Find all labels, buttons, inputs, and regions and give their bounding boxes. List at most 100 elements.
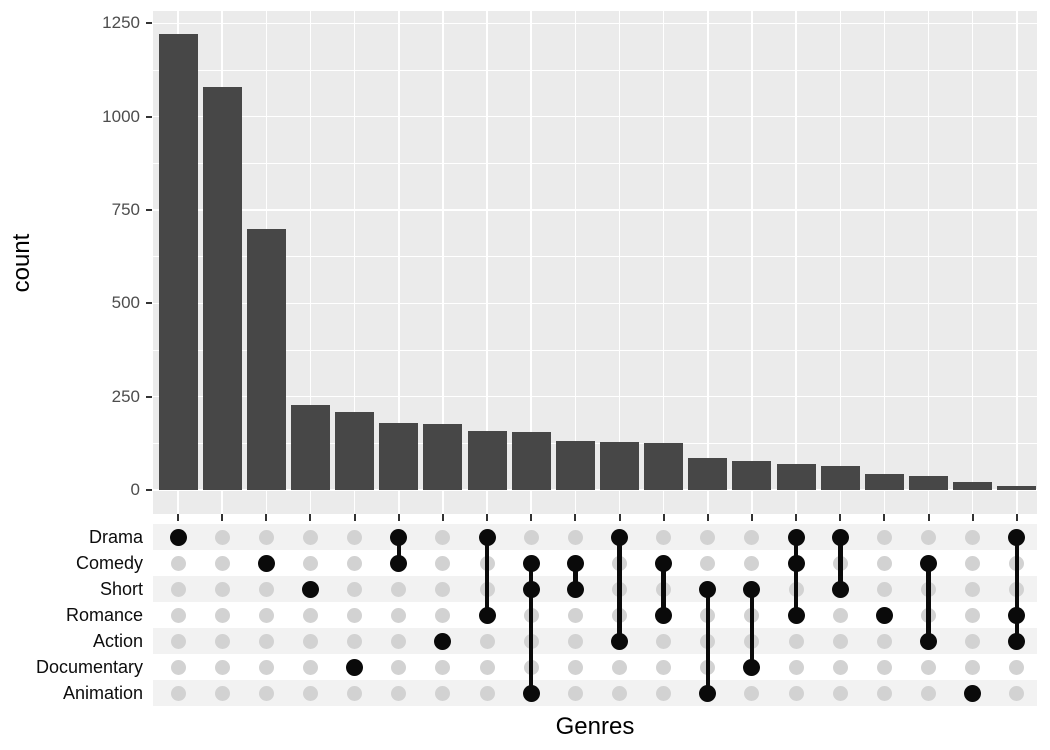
- vertical-gridline: [883, 11, 886, 514]
- matrix-dot-empty: [435, 529, 451, 545]
- x-tick-mark: [353, 514, 356, 521]
- matrix-dot-filled: [875, 606, 893, 624]
- matrix-dot-empty: [302, 555, 318, 571]
- matrix-dot-empty: [258, 633, 274, 649]
- set-label: Romance: [65, 605, 143, 625]
- minor-gridline: [153, 256, 1037, 258]
- matrix-dot-empty: [700, 529, 716, 545]
- y-tick-label: 500: [111, 293, 140, 313]
- bar: [688, 457, 728, 490]
- matrix-dot-empty: [258, 581, 274, 597]
- matrix-dot-filled: [1008, 632, 1026, 650]
- x-tick-mark: [927, 514, 930, 521]
- matrix-dot-empty: [921, 659, 937, 675]
- matrix-dot-empty: [391, 659, 407, 675]
- matrix-dot-empty: [347, 685, 363, 701]
- matrix-dot-filled: [1008, 528, 1026, 546]
- x-tick-mark: [265, 514, 268, 521]
- matrix-dot-empty: [965, 581, 981, 597]
- matrix-dot-filled: [831, 528, 849, 546]
- x-tick-mark: [574, 514, 577, 521]
- matrix-dot-empty: [214, 633, 230, 649]
- matrix-dot-filled: [699, 684, 717, 702]
- matrix-dot-empty: [170, 607, 186, 623]
- matrix-dot-filled: [964, 684, 982, 702]
- major-gridline: [153, 22, 1037, 25]
- matrix-dot-empty: [788, 685, 804, 701]
- vertical-gridline: [309, 11, 312, 514]
- matrix-dot-empty: [965, 607, 981, 623]
- matrix-dot-empty: [876, 555, 892, 571]
- matrix-dot-empty: [435, 659, 451, 675]
- matrix-dot-empty: [170, 555, 186, 571]
- matrix-dot-filled: [390, 528, 408, 546]
- x-tick-mark: [883, 514, 886, 521]
- matrix-dot-filled: [478, 528, 496, 546]
- matrix-dot-empty: [479, 685, 495, 701]
- matrix-dot-empty: [567, 659, 583, 675]
- vertical-gridline: [662, 11, 665, 514]
- set-label: Drama: [88, 527, 143, 547]
- matrix-dot-empty: [214, 607, 230, 623]
- matrix-connector: [749, 589, 755, 667]
- matrix-dot-filled: [434, 632, 452, 650]
- matrix-dot-empty: [921, 685, 937, 701]
- y-tick-label: 1250: [102, 13, 140, 33]
- matrix-dot-empty: [965, 659, 981, 675]
- matrix-connector: [396, 537, 401, 563]
- matrix-dot-empty: [479, 633, 495, 649]
- matrix-dot-empty: [391, 633, 407, 649]
- y-tick-mark: [146, 209, 152, 211]
- matrix-connector: [793, 537, 799, 615]
- y-tick-mark: [146, 395, 152, 398]
- matrix-dot-empty: [214, 529, 230, 545]
- matrix-dot-empty: [965, 633, 981, 649]
- matrix-stripe: [153, 628, 1037, 654]
- y-axis-title: count: [8, 233, 35, 293]
- matrix-dot-empty: [832, 633, 848, 649]
- matrix-dot-empty: [832, 659, 848, 675]
- matrix-dot-empty: [347, 529, 363, 545]
- matrix-dot-filled: [831, 580, 849, 598]
- matrix-dot-empty: [435, 581, 451, 597]
- major-gridline: [153, 115, 1037, 118]
- bar-chart-panel: [153, 11, 1037, 514]
- matrix-dot-empty: [788, 633, 804, 649]
- bar: [997, 485, 1037, 490]
- y-tick-mark: [146, 489, 152, 491]
- bar: [732, 460, 772, 490]
- matrix-stripe: [153, 524, 1037, 550]
- y-tick-mark: [146, 22, 152, 25]
- matrix-dot-empty: [876, 685, 892, 701]
- matrix-dot-empty: [656, 685, 672, 701]
- x-tick-mark: [221, 514, 224, 521]
- matrix-dot-empty: [170, 659, 186, 675]
- x-tick-mark: [795, 514, 798, 521]
- matrix-connector: [617, 537, 622, 641]
- matrix-dot-empty: [302, 633, 318, 649]
- matrix-dot-filled: [257, 554, 275, 572]
- matrix-stripe: [153, 576, 1037, 602]
- matrix-dot-filled: [743, 658, 761, 676]
- matrix-connector: [705, 589, 711, 693]
- matrix-dot-filled: [655, 554, 673, 572]
- x-tick-mark: [706, 514, 709, 521]
- matrix-dot-filled: [522, 580, 540, 598]
- bar: [864, 474, 904, 490]
- matrix-dot-empty: [347, 555, 363, 571]
- matrix-dot-empty: [214, 685, 230, 701]
- vertical-gridline: [574, 11, 577, 514]
- matrix-stripe: [153, 680, 1037, 706]
- matrix-dot-empty: [435, 607, 451, 623]
- matrix-connector: [528, 563, 534, 693]
- x-axis-title: Genres: [555, 713, 635, 740]
- bar: [644, 442, 684, 490]
- matrix-dot-filled: [1008, 606, 1026, 624]
- matrix-dot-filled: [611, 632, 628, 650]
- major-gridline: [153, 302, 1037, 305]
- matrix-dot-empty: [479, 659, 495, 675]
- matrix-dot-empty: [258, 659, 274, 675]
- matrix-dot-filled: [390, 554, 408, 572]
- bar: [820, 466, 860, 490]
